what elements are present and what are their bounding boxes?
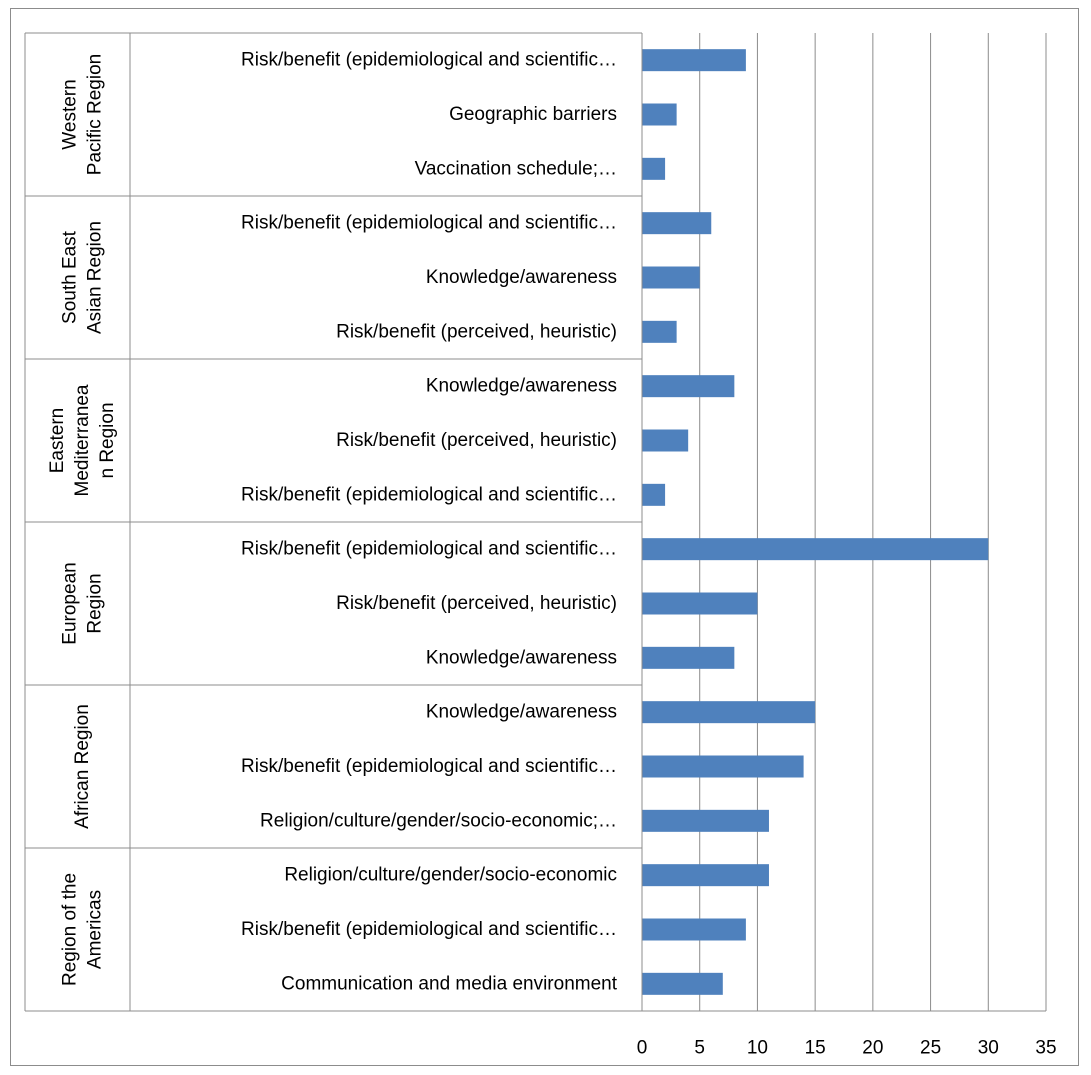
category-label: Communication and media environment bbox=[281, 973, 618, 994]
category-label: Risk/benefit (perceived, heuristic) bbox=[336, 430, 617, 451]
region-label: African Region bbox=[72, 704, 93, 829]
region-label: Pacific Region bbox=[85, 54, 106, 175]
category-label: Risk/benefit (epidemiological and scient… bbox=[241, 50, 617, 71]
category-label: Vaccination schedule;… bbox=[415, 158, 617, 179]
x-tick-label: 5 bbox=[694, 1038, 705, 1059]
bar bbox=[642, 483, 666, 506]
bar bbox=[642, 972, 723, 995]
region-label: Asian Region bbox=[85, 221, 106, 334]
x-tick-label: 30 bbox=[978, 1038, 999, 1059]
bar bbox=[642, 212, 712, 235]
bar bbox=[642, 918, 746, 941]
category-label: Religion/culture/gender/socio-economic bbox=[284, 865, 617, 886]
region-label: Eastern bbox=[47, 408, 68, 473]
category-label: Risk/benefit (epidemiological and scient… bbox=[241, 756, 617, 777]
bar bbox=[642, 592, 758, 615]
bar bbox=[642, 646, 735, 669]
category-label: Knowledge/awareness bbox=[426, 267, 617, 288]
x-tick-label: 35 bbox=[1035, 1038, 1056, 1059]
x-tick-label: 20 bbox=[862, 1038, 883, 1059]
category-label: Knowledge/awareness bbox=[426, 702, 617, 723]
bar bbox=[642, 701, 816, 724]
bar bbox=[642, 429, 689, 452]
category-label: Geographic barriers bbox=[449, 104, 617, 125]
bar bbox=[642, 809, 769, 832]
region-label: European bbox=[60, 562, 81, 644]
x-tick-label: 0 bbox=[637, 1038, 648, 1059]
bar bbox=[642, 103, 677, 126]
region-label: Americas bbox=[85, 890, 106, 969]
chart-frame bbox=[10, 8, 1079, 1066]
category-label: Risk/benefit (epidemiological and scient… bbox=[241, 484, 617, 505]
region-label: Region bbox=[85, 573, 106, 633]
bar bbox=[642, 49, 746, 72]
x-tick-label: 10 bbox=[747, 1038, 768, 1059]
region-label: n Region bbox=[97, 402, 118, 478]
bar bbox=[642, 755, 804, 778]
category-label: Risk/benefit (perceived, heuristic) bbox=[336, 321, 617, 342]
bar bbox=[642, 320, 677, 343]
category-label: Risk/benefit (epidemiological and scient… bbox=[241, 213, 617, 234]
bar bbox=[642, 157, 666, 180]
category-label: Risk/benefit (epidemiological and scient… bbox=[241, 919, 617, 940]
region-label: South East bbox=[60, 230, 81, 324]
x-tick-label: 25 bbox=[920, 1038, 941, 1059]
bar bbox=[642, 375, 735, 398]
category-label: Knowledge/awareness bbox=[426, 376, 617, 397]
x-tick-label: 15 bbox=[805, 1038, 826, 1059]
category-label: Knowledge/awareness bbox=[426, 647, 617, 668]
category-label: Religion/culture/gender/socio-economic;… bbox=[260, 810, 617, 831]
region-label: Region of the bbox=[60, 873, 81, 986]
category-label: Risk/benefit (epidemiological and scient… bbox=[241, 539, 617, 560]
bar bbox=[642, 864, 769, 887]
category-label: Risk/benefit (perceived, heuristic) bbox=[336, 593, 617, 614]
bar bbox=[642, 538, 989, 561]
bar bbox=[642, 266, 700, 289]
region-label: Mediterranea bbox=[72, 384, 93, 496]
region-label: Western bbox=[60, 79, 81, 149]
